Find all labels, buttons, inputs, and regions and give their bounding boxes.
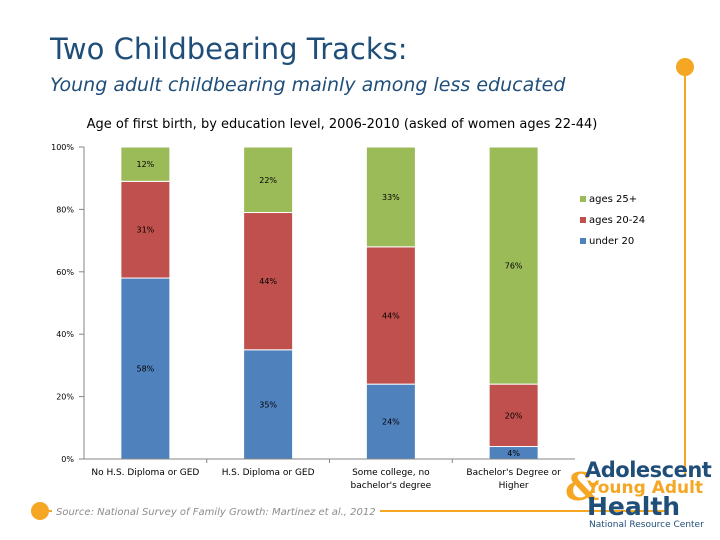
data-label: 58% <box>136 365 154 374</box>
legend-label: ages 25+ <box>589 194 637 205</box>
organization-logo: & Adolescent Young Adult Health National… <box>565 458 715 532</box>
bar-segment <box>120 180 171 279</box>
x-category-label: Some college, no <box>352 468 430 478</box>
data-label: 33% <box>382 193 400 202</box>
data-label: 31% <box>136 226 154 235</box>
bar-segment <box>365 383 416 460</box>
y-tick-label: 0% <box>61 455 74 464</box>
logo-ampersand: & <box>565 464 600 509</box>
bar-segment <box>488 146 539 385</box>
legend-label: under 20 <box>589 236 634 247</box>
chart-title: Age of first birth, by education level, … <box>87 117 598 132</box>
bar-segment <box>120 146 171 182</box>
bar-segment <box>365 246 416 385</box>
logo-line-young-adult: Young Adult <box>587 478 704 498</box>
logo-line-center: National Resource Center <box>589 520 704 530</box>
x-category-label: Higher <box>499 481 529 491</box>
data-label: 44% <box>382 311 400 320</box>
x-category-label: Bachelor's Degree or <box>466 468 561 478</box>
y-tick-label: 100% <box>51 143 74 152</box>
y-tick-label: 40% <box>56 330 74 339</box>
bar-segment <box>243 349 294 460</box>
data-label: 12% <box>136 160 154 169</box>
legend-swatch <box>580 196 586 202</box>
data-label: 76% <box>505 262 523 271</box>
x-category-label: No H.S. Diploma or GED <box>91 468 199 478</box>
x-category-label: bachelor's degree <box>351 481 432 491</box>
legend-swatch <box>580 217 586 223</box>
y-tick-label: 80% <box>56 205 74 214</box>
x-category-label: H.S. Diploma or GED <box>222 468 315 478</box>
data-label: 22% <box>259 176 277 185</box>
logo-line-adolescent: Adolescent <box>585 458 712 482</box>
bar-segment <box>243 212 294 351</box>
data-label: 24% <box>382 418 400 427</box>
y-tick-label: 60% <box>56 268 74 277</box>
y-tick-label: 20% <box>56 393 74 402</box>
data-label: 44% <box>259 277 277 286</box>
data-label: 35% <box>259 400 277 409</box>
accent-dot-bottom <box>31 502 49 520</box>
bar-segment <box>243 146 294 214</box>
legend-swatch <box>580 238 586 244</box>
bar-segment <box>365 146 416 248</box>
bar-segment <box>488 383 539 448</box>
data-label: 4% <box>507 449 520 458</box>
legend-label: ages 20-24 <box>589 215 645 226</box>
data-label: 20% <box>505 411 523 420</box>
slide-title: Two Childbearing Tracks: <box>50 32 408 66</box>
accent-line-top <box>684 76 686 476</box>
source-note: Source: National Survey of Family Growth… <box>52 507 380 518</box>
logo-line-health: Health <box>587 492 681 521</box>
slide-subtitle: Young adult childbearing mainly among le… <box>50 74 566 96</box>
accent-dot-top <box>676 58 694 76</box>
